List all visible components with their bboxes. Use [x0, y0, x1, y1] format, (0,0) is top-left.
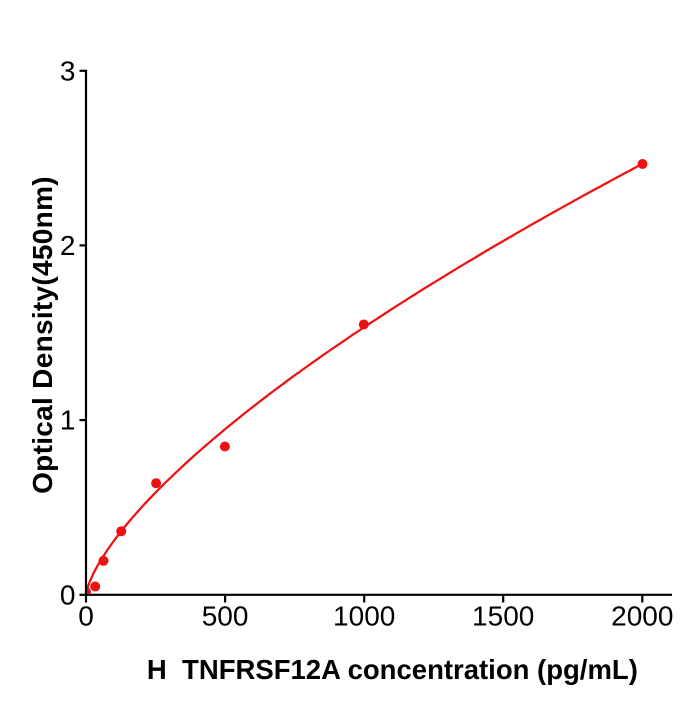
svg-text:3: 3 [60, 55, 76, 86]
svg-text:H TNFRSF12A concentration (pg: H TNFRSF12A concentration (pg/mL) [147, 654, 638, 685]
svg-text:Optical Density(450nm): Optical Density(450nm) [27, 176, 58, 494]
svg-text:1000: 1000 [333, 601, 395, 632]
svg-text:1500: 1500 [472, 601, 534, 632]
svg-text:2: 2 [60, 230, 76, 261]
svg-text:1: 1 [60, 405, 76, 436]
svg-text:2000: 2000 [611, 601, 673, 632]
svg-text:500: 500 [202, 601, 249, 632]
svg-text:0: 0 [78, 601, 94, 632]
svg-text:0: 0 [60, 579, 76, 610]
